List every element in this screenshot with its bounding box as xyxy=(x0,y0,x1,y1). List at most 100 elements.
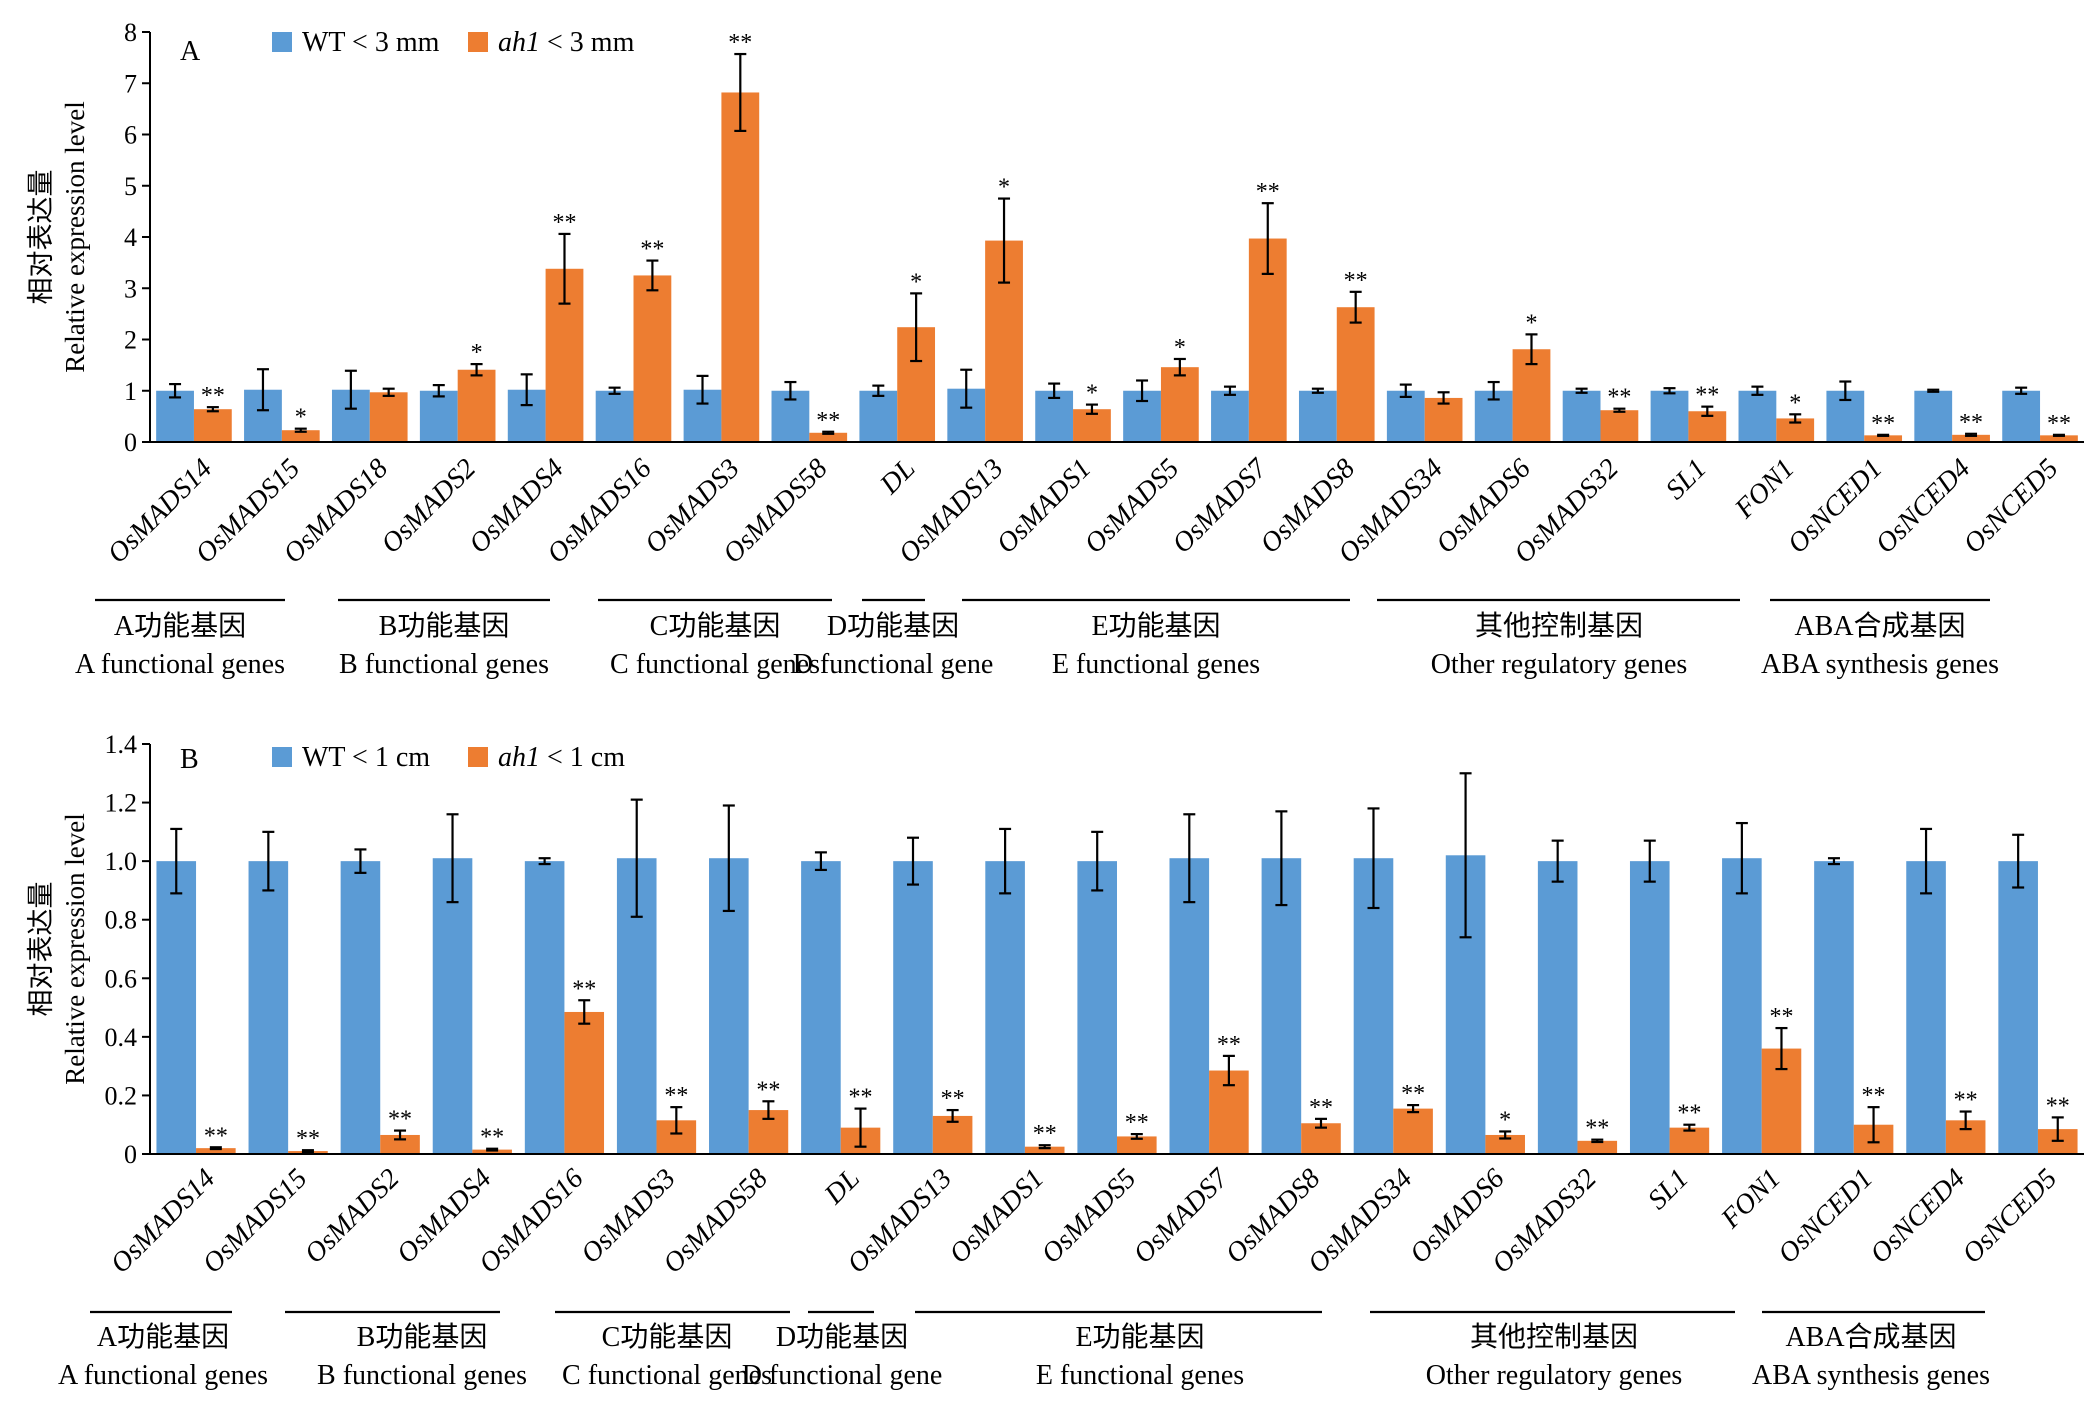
panel-letter: A xyxy=(180,36,201,67)
group-label-en: E functional genes xyxy=(1052,649,1260,680)
mut-bar xyxy=(1669,1127,1710,1154)
y-axis-title-en: Relative expression level xyxy=(60,101,90,372)
y-tick-label: 0.4 xyxy=(105,1023,138,1052)
wt-bar xyxy=(432,858,473,1154)
gene-label: DL xyxy=(874,453,922,501)
wt-bar xyxy=(1629,861,1670,1154)
significance-mark: ** xyxy=(1033,1121,1057,1147)
significance-mark: ** xyxy=(1607,385,1631,411)
gene-label: OsNCED4 xyxy=(1864,1163,1971,1270)
significance-mark: ** xyxy=(2046,1093,2070,1119)
wt-bar xyxy=(1998,861,2038,1154)
mut-bar xyxy=(1776,418,1815,442)
significance-mark: ** xyxy=(1344,268,1368,294)
significance-mark: ** xyxy=(941,1086,965,1112)
gene-label: SL1 xyxy=(1660,453,1713,506)
group-label-cn: A功能基因 xyxy=(97,1321,229,1353)
significance-mark: * xyxy=(471,340,483,366)
wt-bar xyxy=(1169,858,1210,1154)
wt-bar xyxy=(1537,861,1578,1154)
group-label-cn: C功能基因 xyxy=(602,1321,733,1353)
gene-label: OsNCED4 xyxy=(1870,453,1977,560)
wt-bar xyxy=(2002,390,2041,442)
significance-mark: ** xyxy=(1217,1032,1241,1058)
y-tick-label: 3 xyxy=(124,274,137,303)
y-tick-label: 0.6 xyxy=(105,964,138,993)
significance-mark: ** xyxy=(1862,1083,1886,1109)
significance-mark: * xyxy=(1789,390,1801,416)
significance-mark: ** xyxy=(204,1123,228,1149)
mut-bar xyxy=(1024,1146,1065,1154)
mut-bar xyxy=(1160,367,1199,442)
wt-bar xyxy=(893,861,933,1154)
legend-label: WT < 1 cm xyxy=(302,742,430,773)
mut-bar xyxy=(1864,435,1903,442)
mut-bar xyxy=(193,409,232,442)
panel-b: 0 0.2 0.4 0.6 0.8 1.0 1.2 1.4 相对表达量 Relative expr… xyxy=(26,730,2084,1391)
y-tick-label: 0.2 xyxy=(105,1081,138,1110)
y-tick-label: 0.8 xyxy=(105,906,138,935)
mut-bar xyxy=(1600,410,1639,442)
group-label-cn: A功能基因 xyxy=(114,610,246,642)
group-label-cn: ABA合成基因 xyxy=(1794,610,1965,642)
wt-bar xyxy=(419,390,458,442)
gene-label: OsNCED1 xyxy=(1782,453,1889,560)
y-tick-label: 0 xyxy=(124,1140,137,1169)
mut-bar xyxy=(721,92,760,442)
mut-bar xyxy=(1393,1108,1433,1154)
group-label-en: C functional genes xyxy=(610,649,820,680)
orange-square-icon xyxy=(468,747,488,767)
gene-label: OsNCED5 xyxy=(1958,453,2065,560)
group-label-cn: D功能基因 xyxy=(827,610,959,642)
significance-mark: ** xyxy=(1125,1110,1149,1136)
y-tick-label: 1.0 xyxy=(105,847,138,876)
wt-bar xyxy=(1562,390,1601,442)
legend-label: ah1 < 3 mm xyxy=(498,27,635,58)
significance-mark: ** xyxy=(201,383,225,409)
group-label-en: ABA synthesis genes xyxy=(1752,1360,1990,1391)
mut-bar xyxy=(457,369,496,442)
significance-mark: ** xyxy=(296,1126,320,1152)
significance-mark: ** xyxy=(849,1085,873,1111)
significance-mark: ** xyxy=(1769,1004,1793,1030)
significance-mark: * xyxy=(910,269,922,295)
wt-bar xyxy=(1814,861,1854,1154)
gene-label: OsMADS1 xyxy=(944,1163,1051,1270)
significance-mark: ** xyxy=(1309,1095,1333,1121)
significance-mark: ** xyxy=(2047,411,2071,437)
group-label-cn: ABA合成基因 xyxy=(1785,1321,1956,1353)
significance-mark: ** xyxy=(1959,410,1983,436)
wt-bar xyxy=(340,861,381,1154)
wt-bar xyxy=(524,861,565,1154)
group-label-en: A functional genes xyxy=(58,1360,268,1391)
y-tick-label: 0 xyxy=(124,428,137,457)
gene-label: DL xyxy=(818,1163,866,1211)
mut-bar xyxy=(564,1011,605,1154)
mut-bar xyxy=(196,1148,236,1154)
y-tick-label: 2 xyxy=(124,326,137,355)
significance-mark: ** xyxy=(664,1083,688,1109)
mut-bar xyxy=(1117,1136,1157,1154)
mut-bar xyxy=(1952,434,1990,442)
mut-bar xyxy=(1336,307,1375,442)
y-tick-label: 4 xyxy=(124,223,137,252)
mut-bar xyxy=(1577,1140,1618,1154)
group-label-en: A functional genes xyxy=(75,649,285,680)
significance-mark: ** xyxy=(480,1125,504,1151)
gene-label: OsMADS5 xyxy=(1036,1163,1143,1270)
significance-mark: ** xyxy=(1585,1116,1609,1142)
significance-mark: * xyxy=(1525,310,1537,336)
significance-mark: ** xyxy=(728,30,752,56)
gene-label: OsNCED5 xyxy=(1957,1163,2064,1270)
group-label-cn: C功能基因 xyxy=(650,610,781,642)
group-label-en: C functional genes xyxy=(562,1360,772,1391)
blue-square-icon xyxy=(272,747,292,767)
significance-mark: * xyxy=(295,405,307,431)
group-label-en: D functional gene xyxy=(793,649,994,680)
wt-bar xyxy=(1722,858,1762,1154)
significance-mark: ** xyxy=(1677,1101,1701,1127)
group-label-en: D functional gene xyxy=(742,1360,943,1391)
y-tick-label: 6 xyxy=(124,121,137,150)
group-label-cn: B功能基因 xyxy=(357,1321,488,1353)
